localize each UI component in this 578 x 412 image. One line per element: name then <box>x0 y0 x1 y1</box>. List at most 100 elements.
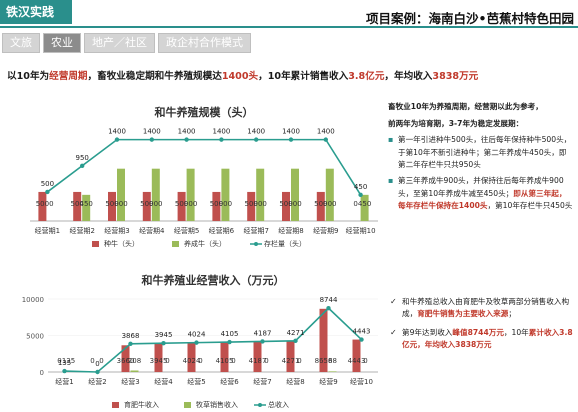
note-text: ，10年 <box>503 327 529 337</box>
line-point <box>293 338 298 344</box>
headline-part: ，10年累计销售收入 <box>258 71 349 82</box>
bar-value-label: 4187 <box>249 357 267 365</box>
bar-value-label: 500 <box>140 200 153 208</box>
bar-value-label: 0 <box>99 357 103 365</box>
bar-value-label: 3660 <box>117 357 135 365</box>
bar-value-label: 4024 <box>183 357 201 365</box>
x-tick-label: 经营期2 <box>69 226 94 235</box>
line-value-label: 4443 <box>353 328 371 336</box>
bar-value-label: 900 <box>149 200 162 208</box>
bar-value-label: 0 <box>363 357 367 365</box>
note-text: 第9年达到收入 <box>402 327 453 337</box>
line-point <box>219 137 224 142</box>
note-text: 和牛养殖总收入由育肥牛及牧草两部分销售收入构成， <box>402 297 570 319</box>
series-line <box>46 138 362 196</box>
line-value-label: 4105 <box>221 330 239 338</box>
note-text: 第三年养成牛900头，并保持往后每年养成牛900头，至第10年养成牛减至450头… <box>398 175 564 198</box>
bar-value-label: 0 <box>57 357 61 365</box>
bar <box>247 191 256 221</box>
bar-value-label: 0 <box>165 357 169 365</box>
bar-value-label: 500 <box>71 200 84 208</box>
line-value-label: 4187 <box>254 329 272 337</box>
tab-culture-tourism[interactable]: 文旅 <box>2 33 40 53</box>
tab-real-estate[interactable]: 地产／社区 <box>84 33 155 53</box>
line-point <box>62 368 67 374</box>
line-value-label: 4271 <box>287 329 305 337</box>
bar-value-label: 4443 <box>348 357 366 365</box>
bar-value-label: 450 <box>80 200 93 208</box>
bar-value-label: 500 <box>175 200 188 208</box>
headline-part: ，畜牧业稳定期和牛养殖规模达 <box>87 71 222 82</box>
x-tick-label: 经营5 <box>187 377 205 386</box>
revenue-notes: 和牛养殖总收入由育肥牛及牧草两部分销售收入构成，育肥牛销售为主要收入来源； 第9… <box>390 296 576 358</box>
headline-highlight: 3838万元 <box>432 71 479 82</box>
bar <box>186 168 195 221</box>
x-tick-label: 经营期3 <box>104 226 129 235</box>
note-text: ； <box>508 309 516 319</box>
line-value-label: 1400 <box>108 128 126 136</box>
bar-value-label: 3945 <box>150 357 168 365</box>
bar-value-label: 900 <box>184 200 197 208</box>
headline-part: 以10年为 <box>7 71 50 82</box>
bar-value-label: 900 <box>114 200 127 208</box>
bar <box>220 342 229 372</box>
legend-swatch <box>112 402 119 408</box>
bar-value-label: 88 <box>328 357 337 365</box>
scale-notes: 畜牧业10年为养殖周期，经营期以此为参考， 前两年为培育期，3-7年为稳定发展期… <box>388 101 574 216</box>
bar <box>177 191 186 221</box>
line-point <box>323 137 328 142</box>
x-tick-label: 经营9 <box>319 377 337 386</box>
bar-value-label: 0 <box>231 357 235 365</box>
bar-value-label: 0 <box>353 200 357 208</box>
x-tick-label: 经营2 <box>88 377 106 386</box>
note-item: 第三年养成牛900头，并保持往后每年养成牛900头，至第10年养成牛减至450头… <box>388 175 574 213</box>
bar-value-label: 900 <box>288 200 301 208</box>
x-tick-label: 经营8 <box>286 377 304 386</box>
note-highlight: 育肥牛销售为主要收入来源 <box>417 309 509 319</box>
tab-cooperation-model[interactable]: 政企村合作模式 <box>158 33 251 53</box>
line-value-label: 500 <box>41 180 54 188</box>
line-value-label: 8744 <box>320 296 338 304</box>
x-tick-label: 经营期9 <box>313 226 338 235</box>
line-point <box>260 339 265 344</box>
line-point <box>194 340 199 345</box>
bar <box>221 168 230 221</box>
note-item: 第9年达到收入峰值8744万元，10年累计收入3.8亿元，年均收入3838万元 <box>390 327 576 352</box>
bar-value-label: 450 <box>358 200 371 208</box>
legend-swatch <box>184 402 191 408</box>
line-point <box>184 137 189 142</box>
line-point <box>326 305 331 311</box>
bar <box>316 191 325 221</box>
bar <box>142 191 151 221</box>
tab-bar: 文旅 农业 地产／社区 政企村合作模式 <box>2 33 254 53</box>
legend-label: 育肥牛收入 <box>124 400 159 409</box>
bar <box>328 371 337 372</box>
bar-value-label: 8656 <box>315 357 333 365</box>
x-tick-label: 经营期8 <box>278 226 303 235</box>
headline-highlight: 1400头 <box>221 71 259 82</box>
x-tick-label: 经营期10 <box>346 226 376 235</box>
legend-label: 总收入 <box>268 400 289 409</box>
line-value-label: 3868 <box>122 332 140 340</box>
bar <box>187 342 196 372</box>
x-tick-label: 经营10 <box>350 377 373 386</box>
note-text: ，第10年存栏牛只450头 <box>487 201 573 211</box>
bar <box>253 341 262 372</box>
bar <box>256 168 265 221</box>
legend-label: 存栏量（头） <box>264 239 306 248</box>
series-line <box>64 307 363 373</box>
line-value-label: 4024 <box>188 331 206 339</box>
legend-swatch <box>92 241 99 247</box>
bar-value-label: 4271 <box>282 357 300 365</box>
line-point <box>149 137 154 142</box>
x-tick-label: 经营4 <box>154 377 173 386</box>
cattle-scale-chart: 和牛养殖规模（头）500 0经营期1500450经营期2500900经营期3500… <box>30 105 378 248</box>
bar-value-label: 0 <box>198 357 202 365</box>
x-tick-label: 经营期7 <box>243 226 268 235</box>
line-point <box>359 337 364 342</box>
line-point <box>288 137 294 142</box>
line-point <box>254 137 259 142</box>
tab-agriculture[interactable]: 农业 <box>43 33 81 53</box>
chart-title: 和牛养殖规模（头） <box>155 105 254 119</box>
bar <box>325 168 334 221</box>
